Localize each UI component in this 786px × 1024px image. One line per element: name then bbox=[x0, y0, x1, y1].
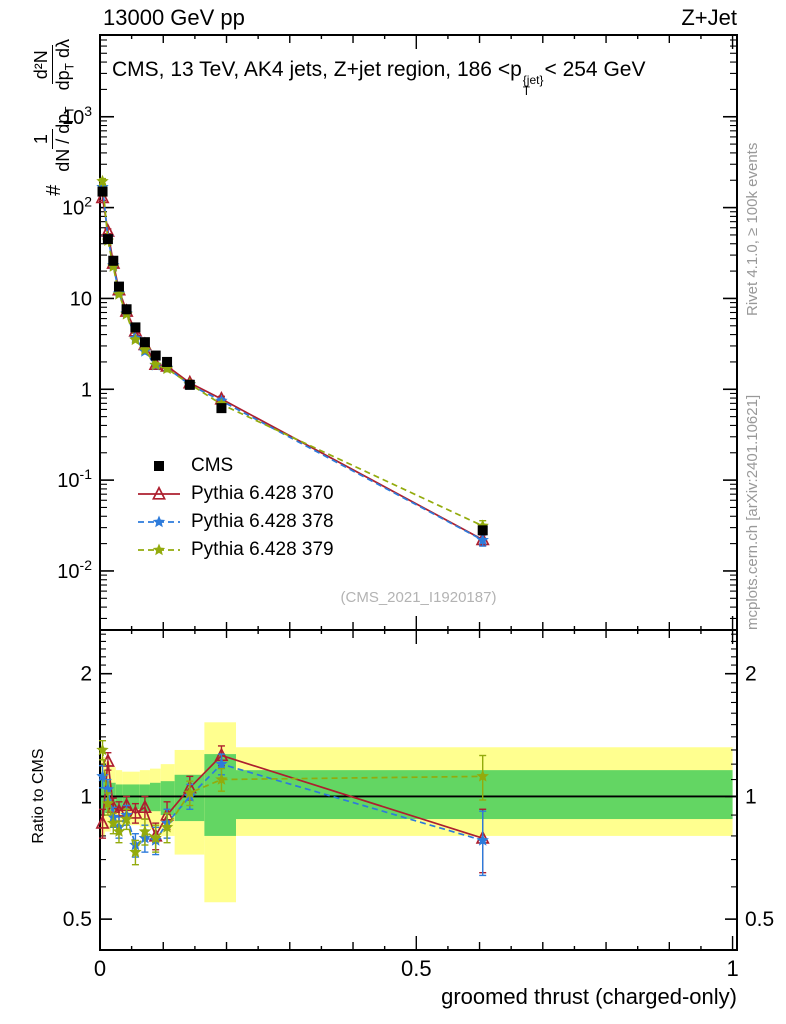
legend-marker-triangle-open-icon bbox=[138, 485, 180, 500]
analysis-region-label: Z+Jet bbox=[681, 5, 737, 30]
svg-text:0: 0 bbox=[94, 956, 106, 981]
plot-title-sup: {jet} bbox=[522, 73, 544, 87]
plot-title: CMS, 13 TeV, AK4 jets, Z+jet region, 186… bbox=[112, 58, 645, 98]
legend-item: Pythia 6.428 370 bbox=[136, 480, 334, 508]
ratio-uncertainty-bands bbox=[100, 722, 733, 903]
legend: CMS Pythia 6.428 370 Pythia 6.428 378 Pythi… bbox=[136, 452, 334, 564]
svg-text:1: 1 bbox=[726, 956, 738, 981]
ratio-y-axis-label: Ratio to CMS bbox=[30, 748, 47, 844]
svg-text:2: 2 bbox=[80, 663, 92, 686]
ylabel-frac2-num: d²N bbox=[30, 45, 53, 85]
svg-text:0.5: 0.5 bbox=[745, 908, 774, 931]
plot-title-pre: CMS, 13 TeV, AK4 jets, Z+jet region, 186… bbox=[112, 58, 522, 81]
x-axis-label: groomed thrust (charged-only) bbox=[441, 984, 737, 1009]
svg-text:10: 10 bbox=[70, 288, 92, 310]
ylabel-frac2: d²N dpT dλ bbox=[30, 36, 77, 93]
svg-text:2: 2 bbox=[745, 663, 757, 686]
plot-frames bbox=[99, 34, 738, 951]
mcplots-citation-note: mcplots.cern.ch [arXiv:2401.10621] bbox=[744, 394, 761, 630]
legend-marker-star-icon bbox=[138, 515, 180, 528]
legend-marker-square-icon bbox=[154, 461, 164, 471]
ylabel-frac1: 1 dN / dpT bbox=[30, 103, 77, 174]
legend-label: Pythia 6.428 370 bbox=[191, 483, 334, 504]
main-y-axis-label: # 1 dN / dpT d²N dpT dλ bbox=[10, 32, 98, 632]
ylabel-hash: # bbox=[42, 184, 65, 196]
ylabel-frac2-den: dpT dλ bbox=[52, 39, 77, 91]
svg-text:1: 1 bbox=[80, 785, 92, 808]
plot-title-post: < 254 GeV bbox=[544, 58, 646, 81]
svg-text:0.5: 0.5 bbox=[401, 956, 432, 981]
legend-marker-star-icon bbox=[138, 543, 180, 556]
plot-title-sub: T bbox=[522, 84, 531, 99]
svg-text:0.5: 0.5 bbox=[63, 908, 92, 931]
rivet-version-note: Rivet 4.1.0, ≥ 100k events bbox=[744, 142, 761, 316]
legend-item: Pythia 6.428 379 bbox=[136, 536, 334, 564]
beam-energy-label: 13000 GeV pp bbox=[103, 5, 245, 30]
legend-item: Pythia 6.428 378 bbox=[136, 508, 334, 536]
cms-data-points bbox=[97, 186, 488, 536]
legend-label: CMS bbox=[191, 455, 234, 476]
ylabel-frac1-num: 1 bbox=[30, 129, 53, 150]
ylabel-frac1-den: dN / dpT bbox=[52, 106, 77, 172]
svg-text:1: 1 bbox=[81, 379, 92, 401]
pt-sup-sub: {jet} T bbox=[522, 73, 544, 99]
analysis-id-watermark: (CMS_2021_I1920187) bbox=[340, 589, 497, 606]
ratio-series-2 bbox=[96, 739, 489, 866]
svg-text:10-2: 10-2 bbox=[57, 557, 92, 583]
legend-label: Pythia 6.428 378 bbox=[191, 511, 334, 532]
legend-label: Pythia 6.428 379 bbox=[191, 539, 334, 560]
legend-item: CMS bbox=[136, 452, 334, 480]
svg-text:1: 1 bbox=[745, 785, 757, 808]
